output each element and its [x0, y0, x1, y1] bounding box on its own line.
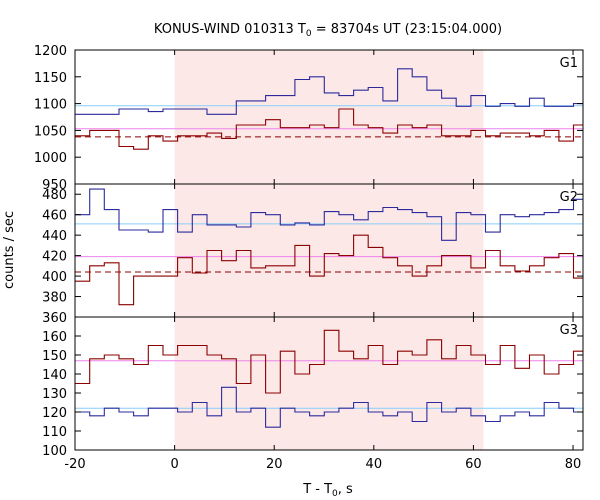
y-tick-label: 1100: [34, 98, 67, 113]
panel-g2: 360 380 400 420 440 460 480 G2: [42, 183, 584, 326]
y-tick-label: 1050: [34, 124, 67, 139]
y-tick-label: 460: [42, 209, 67, 224]
panel-g3: 100 110 120 130 140 150 160 -20 0 20 40 60 80 G3: [42, 316, 584, 472]
y-tick-label: 150: [42, 349, 67, 364]
series-line-blue: [75, 68, 583, 115]
series-line-dark_red: [75, 108, 583, 150]
source-interval-shade: [174, 50, 484, 184]
y-tick-label: 1150: [34, 71, 67, 86]
y-tick-label: 1200: [34, 44, 67, 59]
source-interval-shade: [174, 317, 484, 450]
y-tick-label: 400: [42, 270, 67, 285]
panel-label: G2: [560, 190, 578, 205]
source-interval-shade: [174, 184, 484, 317]
y-tick-label: 420: [42, 250, 67, 265]
panel-frame: [74, 316, 584, 451]
y-tick-label: 110: [42, 425, 67, 440]
x-tick-label: 60: [465, 457, 482, 472]
y-tick-label: 480: [42, 188, 67, 203]
y-tick-label: 140: [42, 368, 67, 383]
x-tick-label: 0: [170, 457, 178, 472]
x-axis-label: T - T0, s: [302, 482, 353, 499]
y-tick-label: 130: [42, 387, 67, 402]
series-line-blue: [75, 386, 583, 428]
panel-label: G3: [560, 323, 578, 338]
x-tick-label: -20: [64, 457, 85, 472]
y-tick-label: 950: [42, 178, 67, 193]
x-tick-label: 80: [565, 457, 582, 472]
x-tick-label: 40: [366, 457, 383, 472]
x-tick-label: 20: [266, 457, 283, 472]
panel-label: G1: [560, 56, 578, 71]
y-tick-label: 440: [42, 229, 67, 244]
y-tick-label: 1000: [34, 151, 67, 166]
panel-g1: 950 1000 1050 1100 1150 1200 G1: [34, 44, 584, 193]
y-tick-label: 160: [42, 330, 67, 345]
y-tick-label: 100: [42, 444, 67, 459]
series-line-dark_red: [75, 329, 583, 394]
series-line-dark_red: [75, 234, 583, 306]
chart-title: KONUS-WIND 010313 T0 = 83704s UT (23:15:…: [154, 22, 502, 39]
y-axis-label: counts / sec: [2, 211, 17, 289]
series-line-blue: [75, 188, 583, 241]
y-tick-label: 120: [42, 406, 67, 421]
y-tick-label: 380: [42, 291, 67, 306]
y-tick-label: 360: [42, 311, 67, 326]
